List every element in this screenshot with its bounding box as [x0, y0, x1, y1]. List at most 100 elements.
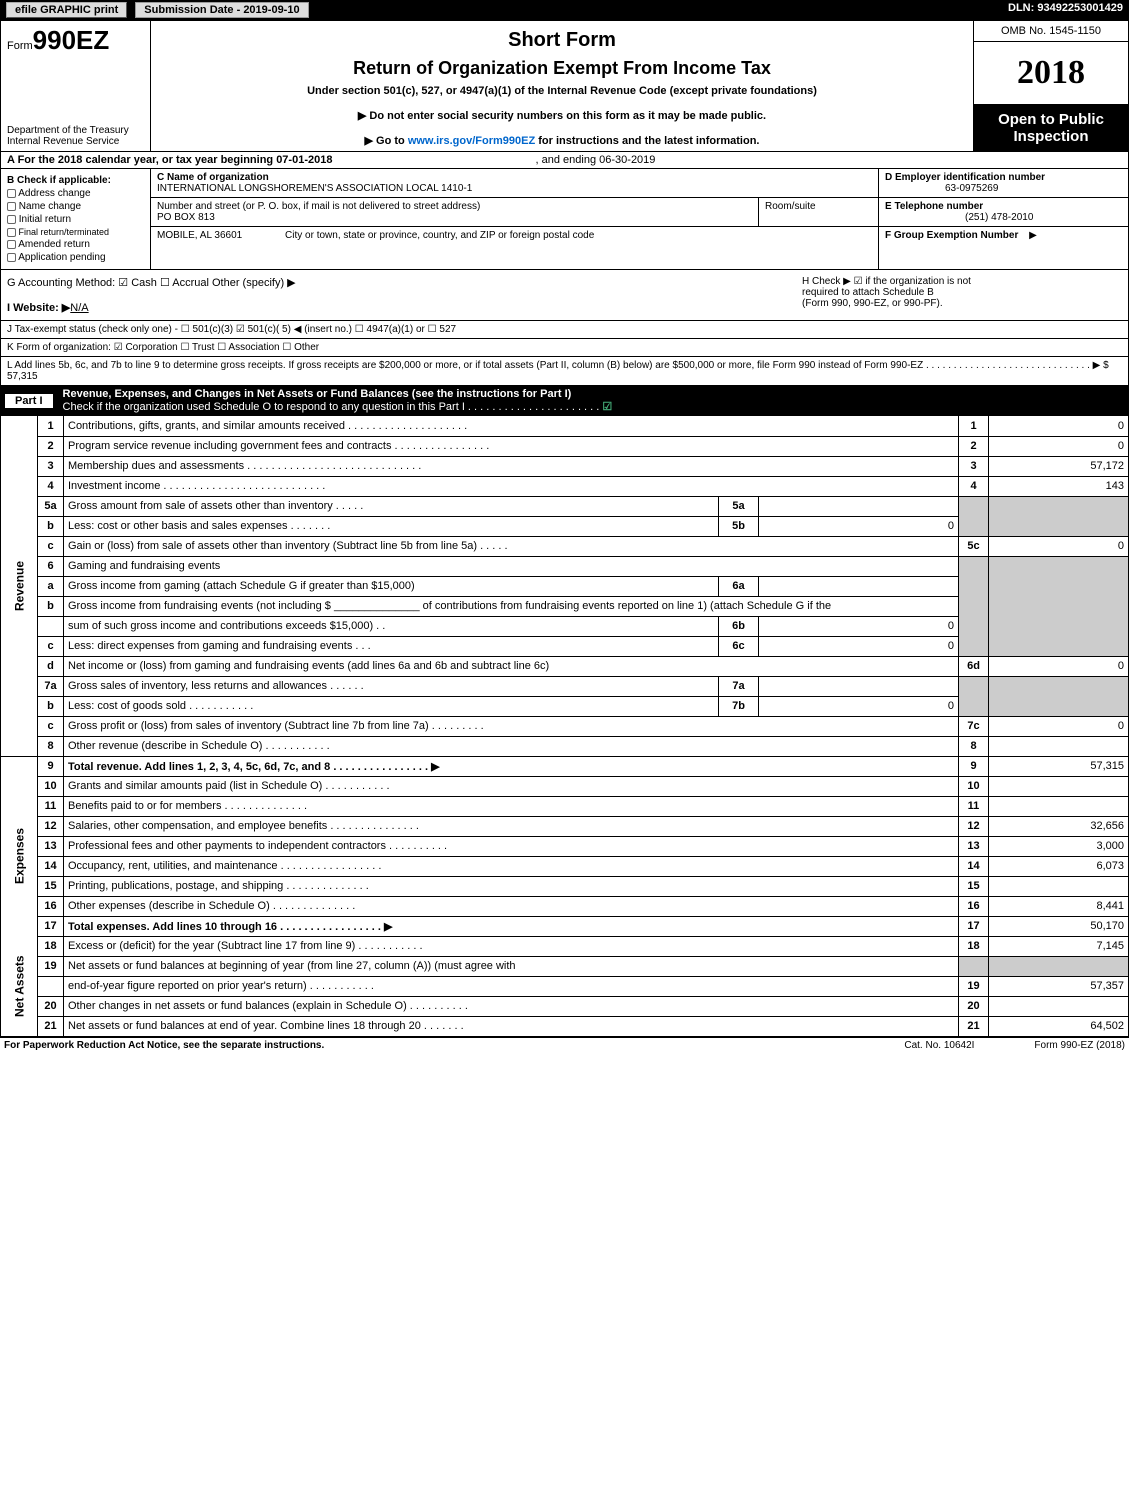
- checkbox-icon: [7, 215, 16, 224]
- d-label: D Employer identification number: [885, 172, 1045, 183]
- street-label: Number and street (or P. O. box, if mail…: [157, 201, 480, 212]
- table-row: 20Other changes in net assets or fund ba…: [1, 996, 1129, 1016]
- e-phone: E Telephone number (251) 478-2010: [878, 198, 1128, 227]
- form-prefix: Form: [7, 40, 33, 52]
- table-row: Revenue 1 Contributions, gifts, grants, …: [1, 416, 1129, 436]
- irs-link[interactable]: www.irs.gov/Form990EZ: [408, 135, 535, 147]
- c-city: MOBILE, AL 36601 City or town, state or …: [151, 227, 878, 244]
- f-group: F Group Exemption Number ▶: [878, 227, 1128, 269]
- header-mid: Short Form Return of Organization Exempt…: [151, 21, 973, 151]
- e-val: (251) 478-2010: [965, 212, 1033, 223]
- part1-title: Revenue, Expenses, and Changes in Net As…: [63, 388, 613, 413]
- table-row: 14Occupancy, rent, utilities, and mainte…: [1, 856, 1129, 876]
- row-j: J Tax-exempt status (check only one) - ☐…: [0, 321, 1129, 339]
- chk-address[interactable]: Address change: [7, 188, 144, 199]
- h-line3: (Form 990, 990-EZ, or 990-PF).: [802, 298, 1122, 309]
- header-right: OMB No. 1545-1150 2018 Open to Public In…: [973, 21, 1128, 151]
- i-val: N/A: [70, 302, 88, 314]
- dept-line1: Department of the Treasury: [7, 125, 144, 136]
- section-b: B Check if applicable: Address change Na…: [1, 169, 151, 269]
- city-label: City or town, state or province, country…: [285, 230, 594, 241]
- arrow-goto: ▶ Go to www.irs.gov/Form990EZ for instru…: [155, 134, 969, 147]
- form-number: 990EZ: [33, 25, 110, 55]
- d-ein: D Employer identification number 63-0975…: [878, 169, 1128, 198]
- top-bar: efile GRAPHIC print Submission Date - 20…: [0, 0, 1129, 20]
- row-a-prefix: A For the 2018 calendar year, or tax yea…: [7, 154, 332, 166]
- checkbox-icon: [7, 228, 16, 237]
- chk-final[interactable]: Final return/terminated: [7, 227, 144, 237]
- footer-catno: Cat. No. 10642I: [904, 1040, 974, 1051]
- checkbox-icon: [7, 240, 16, 249]
- table-row: Expenses 10Grants and similar amounts pa…: [1, 776, 1129, 796]
- e-label: E Telephone number: [885, 201, 983, 212]
- row-a-ending: , and ending 06-30-2019: [536, 154, 656, 166]
- table-row: 11Benefits paid to or for members . . . …: [1, 796, 1129, 816]
- efile-button[interactable]: efile GRAPHIC print: [6, 2, 127, 18]
- block-gh: G Accounting Method: ☑ Cash ☐ Accrual Ot…: [0, 270, 1129, 321]
- table-row: 5aGross amount from sale of assets other…: [1, 496, 1129, 516]
- table-row: 16Other expenses (describe in Schedule O…: [1, 896, 1129, 916]
- revenue-sidelabel: Revenue: [1, 416, 38, 756]
- room-label: Room/suite: [765, 201, 816, 212]
- street-val: PO BOX 813: [157, 212, 215, 223]
- public-line1: Open to Public: [978, 111, 1124, 128]
- table-row: 12Salaries, other compensation, and empl…: [1, 816, 1129, 836]
- table-row: 4Investment income . . . . . . . . . . .…: [1, 476, 1129, 496]
- c-street: Number and street (or P. O. box, if mail…: [151, 198, 878, 227]
- omb-number: OMB No. 1545-1150: [974, 21, 1128, 42]
- chk-amended[interactable]: Amended return: [7, 239, 144, 250]
- h-line2: required to attach Schedule B: [802, 287, 1122, 298]
- checkbox-icon: [7, 202, 16, 211]
- table-row: cGain or (loss) from sale of assets othe…: [1, 536, 1129, 556]
- block-b-through-f: B Check if applicable: Address change Na…: [0, 169, 1129, 270]
- public-line2: Inspection: [978, 128, 1124, 145]
- part1-check: Check if the organization used Schedule …: [63, 401, 600, 413]
- g-accounting: G Accounting Method: ☑ Cash ☐ Accrual Ot…: [7, 276, 802, 289]
- line-rnum: 1: [959, 416, 989, 436]
- row-a: A For the 2018 calendar year, or tax yea…: [0, 152, 1129, 169]
- table-row: 13Professional fees and other payments t…: [1, 836, 1129, 856]
- short-form-title: Short Form: [155, 29, 969, 52]
- check-icon: ☑: [602, 401, 612, 413]
- section-def: D Employer identification number 63-0975…: [878, 169, 1128, 269]
- checkbox-icon: [7, 253, 16, 262]
- arrow-ssn: ▶ Do not enter social security numbers o…: [155, 109, 969, 122]
- netassets-sidelabel: Net Assets: [1, 936, 38, 1036]
- dln-label: DLN: 93492253001429: [1002, 0, 1129, 20]
- expenses-sidelabel: Expenses: [1, 776, 38, 936]
- table-row: 21Net assets or fund balances at end of …: [1, 1016, 1129, 1036]
- checkbox-icon: [7, 189, 16, 198]
- table-row: 6Gaming and fundraising events: [1, 556, 1129, 576]
- row-l: L Add lines 5b, 6c, and 7b to line 9 to …: [0, 357, 1129, 386]
- org-name: INTERNATIONAL LONGSHOREMEN'S ASSOCIATION…: [157, 183, 472, 194]
- return-subtitle: Return of Organization Exempt From Incom…: [155, 58, 969, 79]
- part1-header: Part I Revenue, Expenses, and Changes in…: [0, 386, 1129, 416]
- footer: For Paperwork Reduction Act Notice, see …: [0, 1037, 1129, 1053]
- dept-line2: Internal Revenue Service: [7, 136, 144, 147]
- gh-left: G Accounting Method: ☑ Cash ☐ Accrual Ot…: [7, 276, 802, 314]
- line-num: 1: [38, 416, 64, 436]
- c-org: C Name of organization INTERNATIONAL LON…: [151, 169, 878, 198]
- table-row: 17Total expenses. Add lines 10 through 1…: [1, 916, 1129, 936]
- table-row: end-of-year figure reported on prior yea…: [1, 976, 1129, 996]
- l-text: L Add lines 5b, 6c, and 7b to line 9 to …: [7, 360, 1100, 371]
- b-label: B Check if applicable:: [7, 175, 111, 186]
- goto-pre: ▶ Go to: [365, 135, 408, 147]
- section-c: C Name of organization INTERNATIONAL LON…: [151, 169, 878, 269]
- goto-post: for instructions and the latest informat…: [535, 135, 759, 147]
- open-public: Open to Public Inspection: [974, 105, 1128, 151]
- line-desc: Contributions, gifts, grants, and simila…: [64, 416, 959, 436]
- d-val: 63-0975269: [945, 183, 998, 194]
- row-k: K Form of organization: ☑ Corporation ☐ …: [0, 339, 1129, 357]
- line-rval: 0: [989, 416, 1129, 436]
- f-label: F Group Exemption Number: [885, 230, 1018, 241]
- footer-form: Form 990-EZ (2018): [1034, 1040, 1125, 1051]
- chk-initial[interactable]: Initial return: [7, 214, 144, 225]
- table-row: dNet income or (loss) from gaming and fu…: [1, 656, 1129, 676]
- table-row: cGross profit or (loss) from sales of in…: [1, 716, 1129, 736]
- city-val: MOBILE, AL 36601: [157, 230, 242, 241]
- chk-pending[interactable]: Application pending: [7, 252, 144, 263]
- chk-name[interactable]: Name change: [7, 201, 144, 212]
- i-website: I Website: ▶N/A: [7, 301, 802, 314]
- h-check: H Check ▶ ☑ if the organization is not r…: [802, 276, 1122, 314]
